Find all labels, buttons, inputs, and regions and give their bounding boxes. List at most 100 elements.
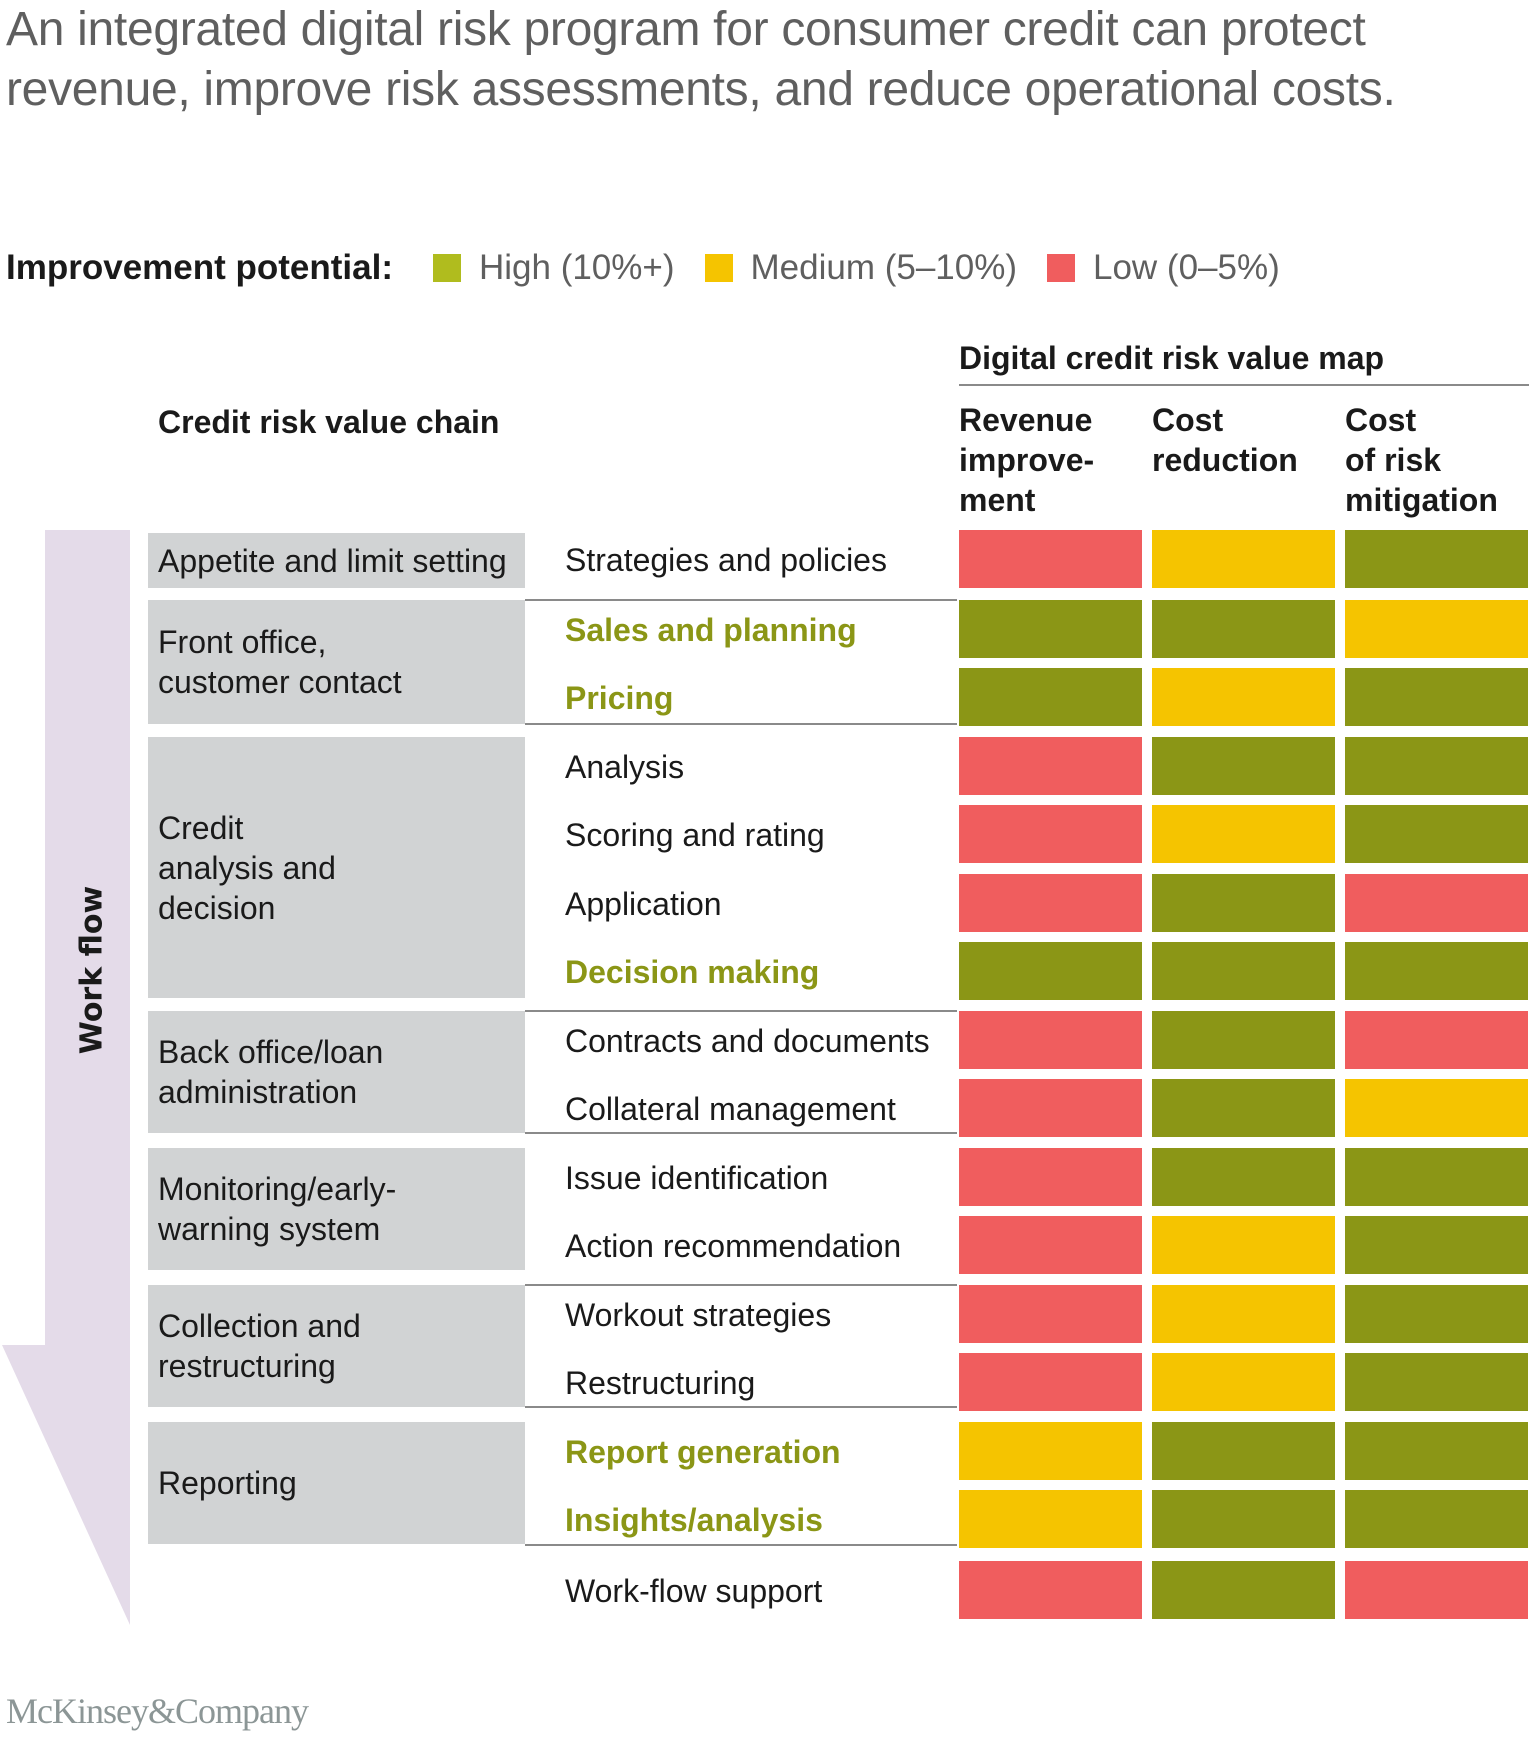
value-cell-high: [1152, 874, 1335, 932]
column-header-cost-reduction-line: reduction: [1152, 442, 1298, 478]
row-separator: [525, 723, 957, 725]
column-header-revenue-line: improve-: [959, 442, 1095, 478]
value-cell-high: [1345, 737, 1528, 795]
page-title: An integrated digital risk program for c…: [6, 3, 1396, 116]
legend-item-low: Low (0–5%): [1047, 248, 1280, 288]
row-separator: [525, 1544, 957, 1546]
value-cell-high: [1345, 1490, 1528, 1548]
row-separator: [525, 599, 957, 601]
value-cell-low: [959, 1285, 1142, 1343]
value-cell-high: [1345, 668, 1528, 726]
value-cell-high: [1152, 1148, 1335, 1206]
legend-text-low: Low (0–5%): [1093, 248, 1280, 287]
stage-box: Reporting: [148, 1422, 525, 1544]
value-cell-medium: [1152, 805, 1335, 863]
activity-label: Sales and planning: [565, 612, 857, 648]
stage-box: Front office, customer contact: [148, 600, 525, 724]
activity-label: Analysis: [565, 749, 685, 785]
stage-label-line: Front office,: [158, 624, 327, 660]
stage-label: Appetite and limit setting: [158, 541, 507, 581]
value-cell-high: [1152, 1422, 1335, 1480]
row-separator: [525, 1284, 957, 1286]
activity-label: Restructuring: [565, 1365, 756, 1401]
stage-label-line: analysis and: [158, 849, 336, 886]
value-cell-low: [959, 1561, 1142, 1619]
activity-label: Insights/analysis: [565, 1502, 823, 1538]
value-cell-medium: [1152, 668, 1335, 726]
value-cell-high: [959, 942, 1142, 1000]
column-header-cost-reduction: Cost reduction: [1152, 400, 1342, 480]
legend-label: Improvement potential:: [6, 248, 393, 287]
value-cell-medium: [1152, 1353, 1335, 1411]
activity-label: Application: [565, 886, 722, 922]
value-cell-high: [1345, 1285, 1528, 1343]
activity-label: Collateral management: [565, 1091, 896, 1127]
stage-label: Collection and restructuring: [158, 1306, 361, 1386]
stage-label-line: administration: [158, 1074, 358, 1110]
value-cell-high: [1152, 1011, 1335, 1069]
row-separator: [525, 1132, 957, 1134]
value-cell-high: [1345, 530, 1528, 588]
value-cell-medium: [1152, 530, 1335, 588]
value-cell-low: [959, 1148, 1142, 1206]
stage-label: Monitoring/early-warning system: [158, 1169, 396, 1249]
stage-label-line: Back office/loan: [158, 1034, 384, 1070]
stage-box: Credit analysis and decision: [148, 737, 525, 998]
column-header-revenue-line: ment: [959, 482, 1036, 518]
value-cell-high: [959, 600, 1142, 658]
activity-label: Work-flow support: [565, 1573, 823, 1609]
value-cell-high: [1152, 1561, 1335, 1619]
workflow-arrow-shape: [2, 530, 130, 1625]
value-chain-heading: Credit risk value chain: [158, 404, 500, 440]
legend-item-medium: Medium (5–10%): [704, 248, 1018, 288]
stage-label-line: Reporting: [158, 1465, 297, 1501]
column-header-risk-mitigation-line: of risk: [1345, 442, 1442, 478]
value-cell-high: [1152, 942, 1335, 1000]
workflow-label: Work flow: [72, 886, 112, 1054]
activity-label: Contracts and documents: [565, 1023, 930, 1059]
stage-box: Back office/loan administration: [148, 1011, 525, 1133]
legend: Improvement potential: High (10%+) Mediu…: [6, 246, 1310, 290]
value-cell-medium: [1152, 1216, 1335, 1274]
activity-label: Action recommendation: [565, 1228, 902, 1264]
value-cell-high: [1345, 1353, 1528, 1411]
column-header-risk-mitigation-line: mitigation: [1345, 482, 1498, 518]
stage-box: Monitoring/early-warning system: [148, 1148, 525, 1270]
value-cell-low: [959, 1011, 1142, 1069]
activity-label: Issue identification: [565, 1160, 829, 1196]
value-cell-high: [1345, 1216, 1528, 1274]
row-separator: [525, 1406, 957, 1408]
stage-label-line: Credit: [158, 809, 244, 846]
activity-label: Report generation: [565, 1434, 841, 1470]
workflow-arrow: [2, 530, 130, 1625]
value-cell-low: [1345, 874, 1528, 932]
value-cell-low: [959, 1353, 1142, 1411]
value-cell-medium: [1345, 1079, 1528, 1137]
legend-item-high: High (10%+): [432, 248, 675, 288]
value-map-rule: [959, 384, 1529, 386]
stage-label: Reporting: [158, 1463, 297, 1503]
stage-box: Collection and restructuring: [148, 1285, 525, 1407]
stage-label-line: warning system: [158, 1211, 381, 1247]
value-cell-high: [959, 668, 1142, 726]
value-cell-low: [959, 874, 1142, 932]
column-header-revenue-line: Revenue: [959, 402, 1093, 438]
legend-text-medium: Medium (5–10%): [750, 248, 1018, 287]
value-cell-medium: [1152, 1285, 1335, 1343]
value-cell-high: [1345, 942, 1528, 1000]
stage-label-line: Appetite and limit setting: [158, 542, 507, 579]
activity-label: Decision making: [565, 954, 820, 990]
value-cell-low: [959, 737, 1142, 795]
stage-label: Credit analysis and decision: [158, 808, 336, 928]
brand-logo: McKinsey&Company: [6, 1691, 309, 1731]
value-cell-high: [1152, 737, 1335, 795]
legend-swatch-medium: [704, 254, 733, 282]
value-cell-medium: [959, 1422, 1142, 1480]
value-cell-low: [1345, 1561, 1528, 1619]
column-header-risk-mitigation: Cost of risk mitigation: [1345, 400, 1535, 520]
stage-label-line: Monitoring/early-: [158, 1171, 397, 1207]
column-header-cost-reduction-line: Cost: [1152, 402, 1224, 438]
stage-label-line: Collection and: [158, 1308, 361, 1344]
value-cell-low: [1345, 1011, 1528, 1069]
stage-label-line: decision: [158, 889, 276, 926]
